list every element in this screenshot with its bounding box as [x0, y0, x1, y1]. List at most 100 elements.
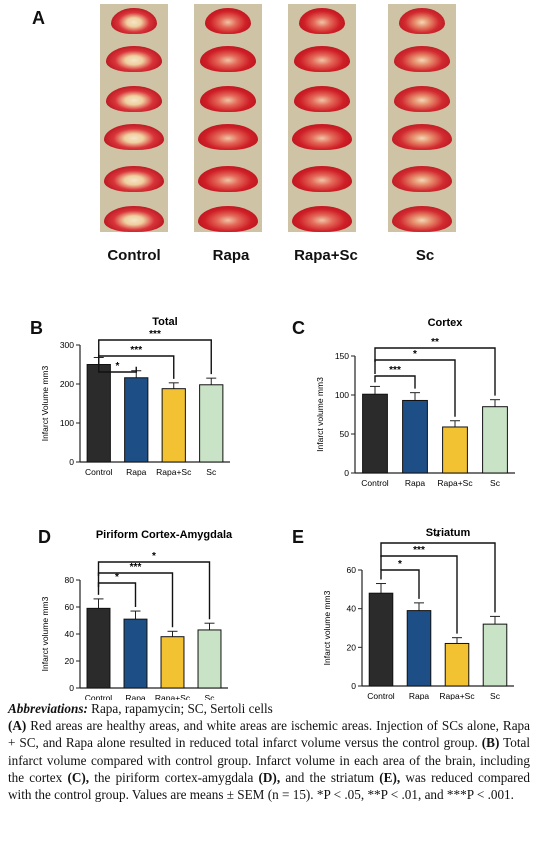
brain-slice-image [292, 124, 352, 150]
bar [482, 623, 508, 687]
brain-slice-image [104, 166, 164, 192]
chart-title: Cortex [428, 317, 464, 329]
caption-ref-e: (E), [379, 769, 401, 785]
x-tick-label: Rapa [405, 478, 426, 488]
significance-label: *** [149, 329, 161, 340]
bar [362, 393, 388, 474]
y-tick-label: 20 [65, 656, 75, 666]
caption-ref-c: (C), [67, 769, 90, 785]
y-tick-label: 0 [351, 681, 356, 691]
bar [161, 388, 186, 463]
brain-slice-image [200, 86, 256, 112]
bar [402, 399, 428, 474]
caption-text-d: and the striatum [280, 769, 380, 785]
significance-bracket [97, 561, 211, 620]
significance-bracket [98, 339, 212, 375]
x-tick-label: Control [85, 693, 113, 700]
y-tick-label: 80 [65, 575, 75, 585]
bar [197, 629, 222, 689]
significance-label: ** [431, 337, 439, 348]
significance-bracket [98, 353, 137, 373]
significance-bracket [380, 569, 420, 599]
y-tick-label: 40 [347, 604, 357, 614]
significance-label: * [398, 559, 402, 570]
x-tick-label: Rapa [126, 467, 147, 477]
y-axis-label: Infarct volume mm3 [322, 590, 332, 665]
panel-label-e: E [292, 527, 305, 547]
panel-label-a: A [32, 8, 45, 28]
significance-label: *** [130, 345, 142, 356]
bar [123, 618, 148, 689]
y-tick-label: 60 [347, 565, 357, 575]
brain-slice-image [392, 166, 452, 192]
x-tick-label: Sc [205, 693, 216, 700]
group-label-control: Control [107, 247, 161, 264]
y-tick-label: 40 [65, 629, 75, 639]
x-tick-label: Rapa+Sc [155, 693, 191, 700]
brain-slice-image [104, 206, 164, 232]
brain-slice-image [198, 206, 258, 232]
photo-panel [100, 4, 168, 232]
significance-bracket [380, 555, 458, 634]
caption-ref-b: (B) [481, 735, 500, 751]
brain-slice-image [106, 86, 162, 112]
x-tick-label: Sc [490, 691, 501, 700]
caption-ref-d: (D), [258, 769, 281, 785]
caption-text-a: Red areas are healthy areas, and white a… [8, 718, 530, 751]
brain-slice-image [111, 8, 157, 34]
brain-slice-image [394, 46, 450, 72]
y-tick-label: 0 [69, 683, 74, 693]
y-tick-label: 20 [347, 642, 357, 652]
brain-slice-image [205, 8, 251, 34]
y-tick-label: 100 [60, 418, 74, 428]
bar [406, 610, 432, 687]
x-tick-label: Control [367, 691, 395, 700]
caption-ref-a: (A) [8, 718, 27, 734]
x-tick-label: Rapa [409, 691, 430, 700]
significance-label: * [413, 349, 417, 360]
bar [482, 406, 508, 474]
bar [86, 607, 111, 689]
significance-label: * [116, 361, 120, 372]
y-axis-label: Infarct volume mm3 [315, 377, 325, 452]
significance-bracket [380, 542, 496, 613]
panel-label-b: B [30, 318, 43, 338]
caption-abbr-text: Rapa, rapamycin; SC, Sertoli cells [87, 701, 273, 716]
chart-title: Total [152, 316, 177, 328]
y-tick-label: 300 [60, 340, 74, 350]
brain-slice-image [294, 46, 350, 72]
brain-slice-image [104, 124, 164, 150]
panel-label-c: C [292, 318, 305, 338]
brain-slice-image [200, 46, 256, 72]
group-label-rapa: Rapa [212, 247, 250, 264]
caption-abbr-heading: Abbreviations: [8, 701, 88, 716]
y-tick-label: 150 [335, 351, 349, 361]
significance-label: * [436, 532, 440, 543]
group-label-rapa-sc: Rapa+Sc [294, 247, 358, 264]
brain-slice-image [292, 166, 352, 192]
significance-bracket [98, 353, 175, 379]
brain-slice-image [392, 206, 452, 232]
caption-abbreviations: Abbreviations: Rapa, rapamycin; SC, Sert… [8, 700, 530, 717]
bar [124, 377, 149, 463]
photo-panel [288, 4, 356, 232]
x-tick-label: Sc [206, 467, 217, 477]
brain-slice-image [292, 206, 352, 232]
significance-bracket [374, 375, 416, 389]
x-tick-label: Control [85, 467, 113, 477]
significance-bracket [374, 347, 496, 396]
x-tick-label: Rapa+Sc [437, 478, 473, 488]
significance-label: *** [130, 562, 142, 573]
brain-slice-image [106, 46, 162, 72]
bar [199, 384, 224, 463]
brain-slice-image [399, 8, 445, 34]
caption-text-b: Total infarct volume compared with contr… [8, 735, 531, 785]
bar [368, 592, 394, 687]
brain-slice-image [198, 166, 258, 192]
y-axis-label: Infarct Volume mm3 [40, 365, 50, 441]
x-tick-label: Control [361, 478, 389, 488]
x-tick-label: Rapa+Sc [439, 691, 475, 700]
group-label-sc: Sc [415, 247, 435, 264]
significance-label: *** [389, 365, 401, 376]
